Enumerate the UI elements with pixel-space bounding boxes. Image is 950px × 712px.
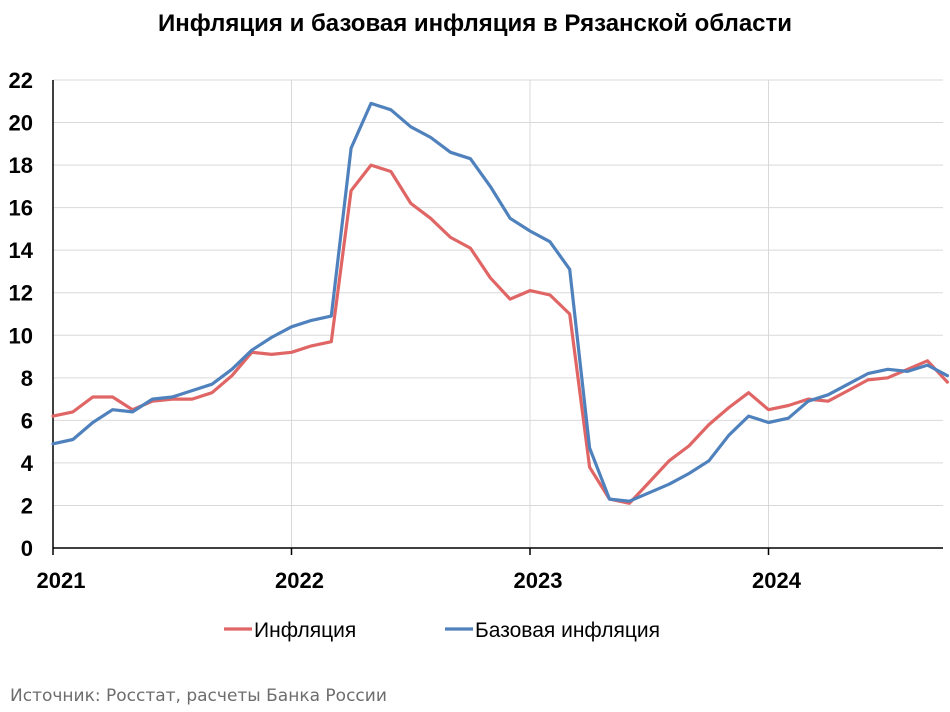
y-tick-label: 12 — [9, 281, 33, 306]
chart-title: Инфляция и базовая инфляция в Рязанской … — [157, 10, 793, 37]
series-lines — [51, 101, 950, 505]
y-tick-label: 6 — [21, 408, 33, 433]
y-tick-label: 2 — [21, 493, 33, 518]
y-tick-label: 20 — [9, 111, 33, 136]
x-tick-label: 2022 — [275, 568, 324, 593]
y-tick-label: 22 — [9, 68, 33, 93]
y-tick-label: 8 — [21, 366, 33, 391]
y-tick-label: 10 — [9, 323, 33, 348]
y-tick-label: 4 — [21, 451, 34, 476]
legend-label: Инфляция — [254, 619, 356, 642]
source-note: Источник: Росстат, расчеты Банка России — [10, 686, 387, 706]
legend: Инфляция Базовая инфляция — [224, 619, 660, 642]
x-tick-label: 2021 — [37, 568, 86, 593]
x-tick-label: 2023 — [514, 568, 563, 593]
y-tick-label: 16 — [9, 196, 33, 221]
x-tick-label: 2024 — [752, 568, 802, 593]
gridlines — [52, 79, 943, 548]
y-tick-label: 18 — [9, 153, 33, 178]
y-tick-label: 14 — [9, 238, 34, 263]
series-line-inflation — [51, 163, 950, 505]
series-line-core-inflation — [51, 101, 950, 503]
y-tick-label: 0 — [21, 536, 33, 561]
legend-label: Базовая инфляция — [475, 619, 660, 642]
